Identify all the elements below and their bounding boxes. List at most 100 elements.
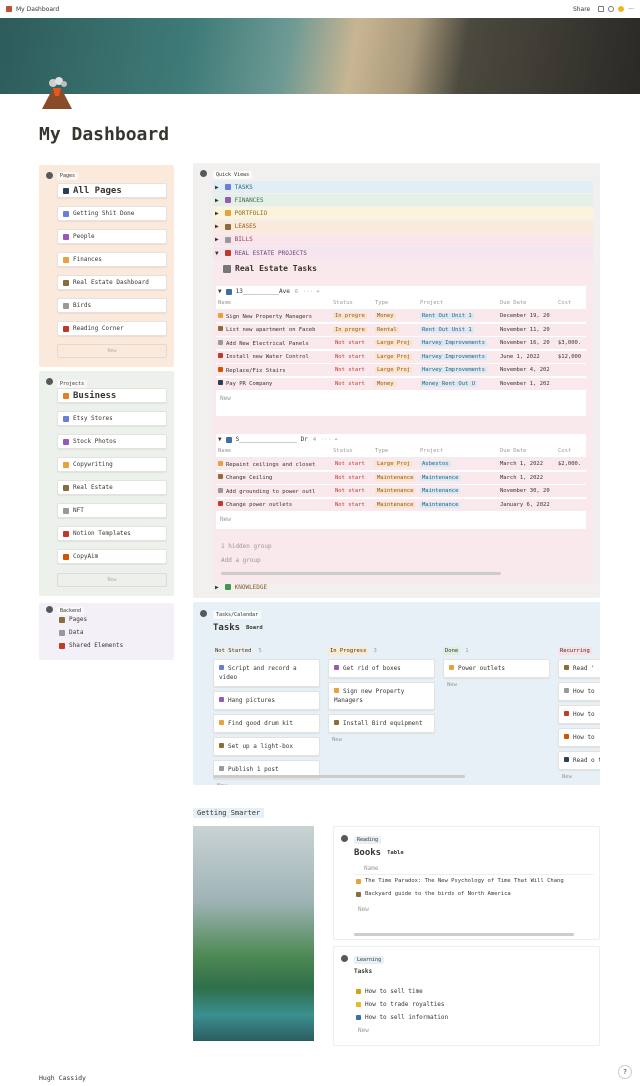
more-icon[interactable]: ···: [628, 5, 634, 13]
table-cell: March 1, 2022: [498, 461, 556, 467]
page-link[interactable]: Real Estate: [57, 480, 167, 495]
toggle-heading[interactable]: ▶ LEASES: [213, 220, 593, 233]
item-icon: [356, 891, 361, 897]
learning-item[interactable]: How to sell time: [356, 988, 423, 995]
learning-callout: Learning Tasks How to sell time How to trad…: [333, 946, 600, 1046]
table-row[interactable]: Change Ceiling Not start Maintenance Mainte…: [216, 471, 586, 485]
board-card[interactable]: Hang pictures: [213, 691, 320, 710]
card-title: Power outlets: [458, 665, 505, 672]
book-row[interactable]: Backyard guide to the birds of North Ame…: [356, 891, 596, 897]
share-button[interactable]: Share: [572, 5, 591, 13]
favorite-icon[interactable]: [618, 6, 625, 12]
new-card[interactable]: New: [213, 783, 320, 785]
board-card[interactable]: Script and record a video: [213, 659, 320, 687]
table-row[interactable]: List new apartment on Faceb In progre Rent…: [216, 323, 586, 337]
board-card[interactable]: Power outlets: [443, 659, 550, 678]
new-row[interactable]: New: [358, 1027, 369, 1034]
item-icon: [356, 1015, 361, 1020]
table-row[interactable]: Repaint ceilings and closet Not start Larg…: [216, 458, 586, 471]
item-icon: [564, 688, 569, 693]
help-button[interactable]: ?: [618, 1065, 632, 1079]
column-name: Cost: [558, 448, 572, 454]
cell-text: November 11, 20: [500, 326, 550, 333]
table-row[interactable]: Pay PR Company Not start Money Money Rent O…: [216, 377, 586, 391]
page-link[interactable]: Finances: [57, 252, 167, 267]
backend-link[interactable]: Shared Elements: [59, 642, 123, 649]
new-card[interactable]: New: [562, 774, 572, 780]
toggle-heading[interactable]: ▼ REAL ESTATE PROJECTS: [213, 247, 593, 259]
comments-icon[interactable]: [598, 6, 605, 12]
heading-card[interactable]: All Pages: [57, 183, 167, 198]
item-icon: [63, 256, 69, 263]
table-cell: Not start: [331, 475, 373, 481]
page-link[interactable]: Reading Corner: [57, 321, 167, 336]
page-link[interactable]: People: [57, 229, 167, 244]
board-card[interactable]: Install Bird equipment: [328, 714, 435, 733]
cell-text: Rental: [375, 326, 399, 333]
page-link[interactable]: Notion Templates: [57, 526, 167, 541]
learning-item[interactable]: How to trade royalties: [356, 1001, 444, 1008]
updates-icon[interactable]: [608, 6, 615, 12]
new-button[interactable]: New: [57, 344, 167, 358]
table-row[interactable]: Sign New Property Managers In progre Money…: [216, 310, 586, 323]
toggle-heading[interactable]: ▶ FINANCES: [213, 194, 593, 207]
breadcrumb[interactable]: My Dashboard: [16, 5, 60, 13]
page-link[interactable]: Getting Shit Done: [57, 206, 167, 221]
toggle-arrow: ▶: [215, 236, 219, 244]
new-row[interactable]: New: [220, 395, 231, 402]
book-row[interactable]: The Time Paradox: The New Psychology of …: [356, 878, 596, 884]
page-link[interactable]: Etsy Stores: [57, 411, 167, 426]
page-link[interactable]: CopyAim: [57, 549, 167, 564]
board-card[interactable]: Sign new Property Managers: [328, 682, 435, 710]
page-link[interactable]: Copywriting: [57, 457, 167, 472]
new-row[interactable]: New: [358, 906, 369, 913]
new-row[interactable]: New: [220, 516, 231, 523]
new-card[interactable]: New: [332, 737, 342, 743]
toggle-heading[interactable]: ▶ KNOWLEDGE: [213, 581, 593, 593]
section-tag: Learning: [354, 956, 385, 964]
board-card[interactable]: How to: [558, 682, 600, 701]
board-card[interactable]: Publish 1 post: [213, 760, 320, 779]
page-link-text: NFT: [73, 507, 84, 514]
table-row[interactable]: Add grounding to power outl Not start Main…: [216, 485, 586, 498]
table-row[interactable]: Install new Water Control Not start Large …: [216, 350, 586, 364]
toggle-heading[interactable]: ▶ TASKS: [213, 181, 593, 193]
cell-text: March 1, 2022: [500, 461, 544, 467]
board-card[interactable]: Find good drum kit: [213, 714, 320, 733]
table-row[interactable]: Change power outlets Not start Maintenance…: [216, 498, 586, 512]
board-card[interactable]: Set up a light-box: [213, 737, 320, 756]
board-card[interactable]: How to: [558, 728, 600, 747]
page-link[interactable]: Real Estate Dashboard: [57, 275, 167, 290]
page-link[interactable]: Stock Photos: [57, 434, 167, 449]
toggle-heading[interactable]: ▶ BILLS: [213, 233, 593, 246]
table-row[interactable]: Add New Electrical Panels Not start Large …: [216, 337, 586, 350]
backend-link[interactable]: Data: [59, 629, 83, 636]
page-link[interactable]: NFT: [57, 503, 167, 518]
board-card[interactable]: Read o time: [558, 751, 600, 770]
table-cell: In progre: [331, 313, 373, 319]
board-card[interactable]: Read ': [558, 659, 600, 678]
new-card[interactable]: New: [447, 682, 457, 688]
new-button[interactable]: New: [57, 573, 167, 587]
board-card[interactable]: How to: [558, 705, 600, 724]
page-link[interactable]: Birds: [57, 298, 167, 313]
add-group[interactable]: Add a group: [221, 557, 261, 564]
board-card[interactable]: Get rid of boxes: [328, 659, 435, 678]
group-header[interactable]: ▼ 13__________Ave 6 ··· +: [218, 288, 320, 295]
backend-link[interactable]: Pages: [59, 616, 87, 623]
hidden-groups[interactable]: 1 hidden group: [221, 543, 272, 550]
card-title: How to: [573, 734, 595, 741]
heading-card[interactable]: Business: [57, 388, 167, 403]
table-cell: Add grounding to power outl: [216, 487, 331, 495]
table-cell: Maintenance: [418, 488, 498, 494]
table-cell: Maintenance: [418, 474, 498, 481]
learning-item[interactable]: How to sell information: [356, 1014, 448, 1021]
cell-text: $2,000.: [558, 461, 582, 467]
cell-text: Not start: [335, 488, 365, 494]
toggle-heading[interactable]: ▶ PORTFOLIO: [213, 207, 593, 220]
island-image: [193, 826, 314, 1041]
item-icon: [218, 474, 223, 479]
group-header[interactable]: ▼ S________________ Dr 4 ··· +: [218, 436, 338, 443]
table-row[interactable]: Replace/Fix Stairs Not start Large Proj Har…: [216, 364, 586, 377]
